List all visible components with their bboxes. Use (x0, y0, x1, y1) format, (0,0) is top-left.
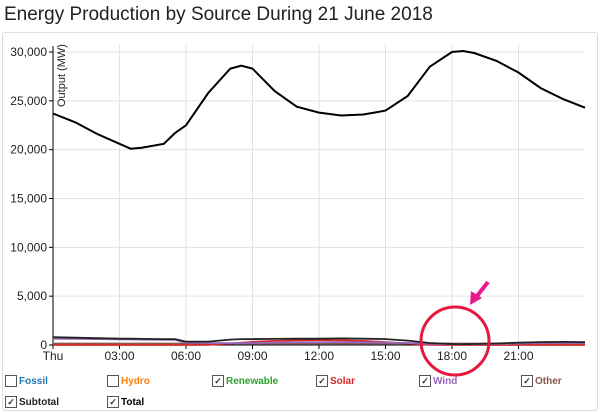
y-tick-label: 5,000 (17, 289, 47, 303)
legend-checkbox[interactable] (5, 375, 17, 387)
legend-checkbox[interactable] (107, 375, 119, 387)
legend-item-solar[interactable]: ✓ Solar (316, 375, 355, 387)
legend-item-wind[interactable]: ✓ Wind (419, 375, 457, 387)
legend-label: Other (535, 375, 562, 387)
chart-title: Energy Production by Source During 21 Ju… (4, 4, 433, 25)
legend-item-renewable[interactable]: ✓ Renewable (212, 375, 278, 387)
annotation-arrow-shaft (475, 280, 490, 298)
legend-label: Wind (433, 375, 458, 387)
annotation-arrow-head (470, 291, 482, 305)
legend-label: Subtotal (19, 396, 59, 408)
x-tick-label: 21:00 (503, 349, 533, 363)
y-tick-label: 25,000 (10, 94, 47, 108)
legend-item-total[interactable]: ✓ Total (107, 396, 144, 408)
legend-checkbox[interactable]: ✓ (419, 375, 431, 387)
legend-checkbox[interactable]: ✓ (212, 375, 224, 387)
x-tick-label: 03:00 (104, 349, 134, 363)
legend-label: Total (121, 396, 145, 408)
y-axis-label: Output (MW) (56, 44, 68, 107)
x-tick-label: 06:00 (171, 349, 201, 363)
x-tick-label: 15:00 (370, 349, 400, 363)
y-tick-label: 15,000 (10, 192, 47, 206)
x-tick-label: Thu (43, 349, 64, 363)
y-tick-label: 0 (40, 338, 47, 352)
legend-label: Fossil (19, 375, 48, 387)
x-tick-label: 12:00 (304, 349, 334, 363)
series-line-subtotal (52, 336, 586, 346)
legend-item-fossil[interactable]: Fossil (5, 375, 48, 387)
annotation-circle (419, 305, 491, 377)
legend-label: Hydro (121, 375, 150, 387)
chart-frame (2, 32, 598, 411)
legend-checkbox[interactable]: ✓ (5, 396, 17, 408)
y-tick-label: 20,000 (10, 143, 47, 157)
legend-checkbox[interactable]: ✓ (316, 375, 328, 387)
legend-label: Renewable (226, 375, 279, 387)
legend-checkbox[interactable]: ✓ (107, 396, 119, 408)
x-tick-label: 09:00 (237, 349, 267, 363)
legend-checkbox[interactable]: ✓ (521, 375, 533, 387)
x-tick-label: 18:00 (437, 349, 467, 363)
legend-item-other[interactable]: ✓ Other (521, 375, 562, 387)
legend-item-hydro[interactable]: Hydro (107, 375, 150, 387)
legend-item-subtotal[interactable]: ✓ Subtotal (5, 396, 59, 408)
y-tick-label: 10,000 (10, 240, 47, 254)
series-line-total (52, 49, 586, 150)
legend-label: Solar (330, 375, 356, 387)
y-tick-label: 30,000 (10, 45, 47, 59)
